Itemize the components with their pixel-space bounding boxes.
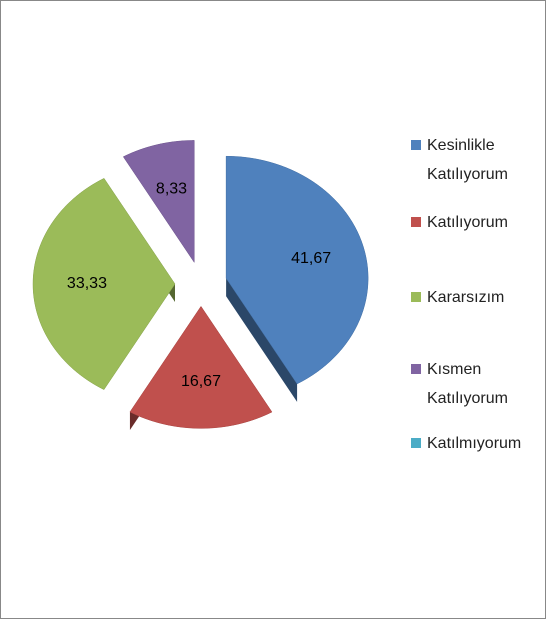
- legend-label: Kesinlikle Katılıyorum: [427, 137, 508, 183]
- legend-label: Kararsızım: [427, 289, 505, 306]
- legend-item: Kararsızım: [411, 283, 542, 312]
- legend-item: Kesinlikle Katılıyorum: [411, 131, 542, 189]
- legend-label: Kısmen Katılıyorum: [427, 361, 508, 407]
- legend-item: Katılmıyorum: [411, 429, 542, 458]
- legend-item: Kısmen Katılıyorum: [411, 355, 542, 413]
- legend-swatch: [411, 292, 421, 302]
- legend-label: Katılmıyorum: [427, 435, 522, 452]
- legend-swatch: [411, 217, 421, 227]
- data-label: 41,67: [291, 250, 331, 267]
- slice: [225, 155, 369, 385]
- slice: [32, 178, 176, 390]
- legend-swatch: [411, 140, 421, 150]
- legend-label: Katılıyorum: [427, 214, 508, 231]
- slice: [122, 140, 195, 264]
- data-label: 16,67: [181, 373, 221, 390]
- legend-swatch: [411, 438, 421, 448]
- data-label: 33,33: [67, 275, 107, 292]
- legend-item: Katılıyorum: [411, 208, 542, 237]
- slice: [129, 305, 273, 429]
- legend-swatch: [411, 364, 421, 374]
- data-label: 8,33: [156, 181, 187, 198]
